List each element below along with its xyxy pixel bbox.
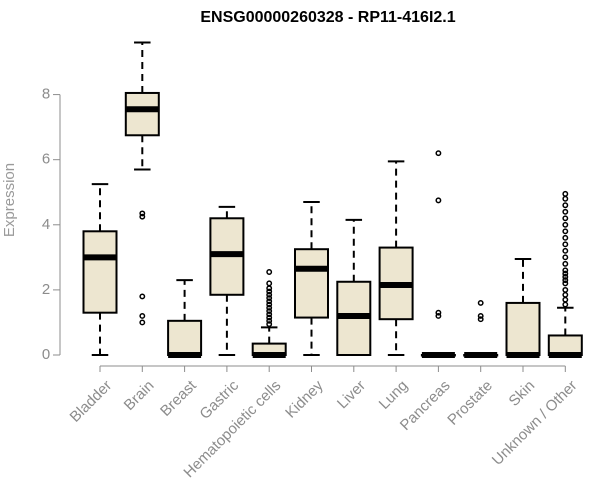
box-gastric xyxy=(209,205,245,356)
x-tick-label: Prostate xyxy=(444,377,496,429)
box-pancreas xyxy=(420,150,456,358)
outlier-point xyxy=(266,321,273,328)
outlier-point xyxy=(562,286,569,293)
box-brain xyxy=(124,41,160,326)
box-kidney xyxy=(294,201,329,356)
outlier-point xyxy=(562,190,569,197)
outlier-point xyxy=(562,254,569,261)
outlier-point xyxy=(562,215,569,222)
outlier-point xyxy=(477,312,484,319)
iqr-box xyxy=(294,248,329,319)
iqr-box xyxy=(124,91,160,137)
box-liver xyxy=(336,218,372,356)
outlier-point xyxy=(562,291,569,298)
box-skin xyxy=(505,257,541,358)
outlier-point xyxy=(562,267,569,274)
outlier-point xyxy=(562,195,569,202)
box-bladder xyxy=(82,183,118,356)
outlier-point xyxy=(562,247,569,254)
box-unknown-other xyxy=(547,190,583,358)
y-tick-label: 2 xyxy=(42,281,50,298)
y-tick-label: 8 xyxy=(42,86,50,103)
outlier-point xyxy=(562,241,569,248)
y-axis-label: Expression xyxy=(1,163,18,237)
x-tick-label: Breast xyxy=(157,377,200,420)
outlier-point xyxy=(266,269,273,275)
outlier-point xyxy=(477,316,484,323)
outlier-point xyxy=(562,296,569,303)
outlier-point xyxy=(562,270,569,277)
outlier-point xyxy=(266,304,273,311)
iqr-box xyxy=(505,301,541,356)
outlier-point xyxy=(562,228,569,235)
outlier-point xyxy=(266,314,273,321)
outlier-point xyxy=(139,210,146,217)
outlier-point xyxy=(435,150,442,157)
boxes xyxy=(82,41,583,358)
x-tick-label: Bladder xyxy=(67,377,116,426)
outlier-point xyxy=(562,221,569,228)
x-tick-label: Kidney xyxy=(282,377,327,422)
outlier-point xyxy=(562,277,569,284)
y-tick-label: 0 xyxy=(42,346,50,363)
outlier-point xyxy=(562,273,569,280)
box-hematopoietic-cells xyxy=(251,269,287,358)
outlier-point xyxy=(562,234,569,241)
outlier-point xyxy=(266,311,273,318)
iqr-box xyxy=(82,230,118,314)
outlier-point xyxy=(266,285,273,292)
iqr-box xyxy=(167,319,203,356)
outlier-point xyxy=(266,291,273,298)
x-tick-label: Skin xyxy=(506,377,539,410)
outlier-point xyxy=(266,298,273,305)
outlier-point xyxy=(266,288,273,295)
outlier-point xyxy=(562,208,569,215)
outlier-point xyxy=(266,317,273,324)
outlier-point xyxy=(435,309,442,316)
chart-title: ENSG00000260328 - RP11-416I2.1 xyxy=(200,9,455,26)
outlier-point xyxy=(562,260,569,267)
outlier-point xyxy=(562,280,569,287)
x-tick-label: Liver xyxy=(334,377,369,412)
outlier-point xyxy=(266,280,273,287)
outlier-point xyxy=(139,312,146,319)
box-lung xyxy=(378,160,414,356)
outlier-point xyxy=(266,301,273,308)
x-tick-label: Brain xyxy=(121,377,158,414)
outlier-point xyxy=(435,197,442,204)
outlier-point xyxy=(477,299,484,306)
outlier-point xyxy=(139,213,146,220)
box-prostate xyxy=(463,299,499,358)
y-axis: 0 2 4 6 8 xyxy=(42,86,61,363)
outlier-point xyxy=(562,202,569,209)
outlier-point xyxy=(266,308,273,315)
outlier-point xyxy=(139,319,146,326)
outlier-point xyxy=(562,301,569,308)
box-breast xyxy=(167,279,203,358)
outlier-point xyxy=(266,295,273,301)
y-tick-label: 6 xyxy=(42,151,50,168)
outlier-point xyxy=(139,293,146,300)
y-tick-label: 4 xyxy=(42,216,50,233)
x-tick-label: Lung xyxy=(376,377,412,413)
outlier-point xyxy=(435,312,442,319)
